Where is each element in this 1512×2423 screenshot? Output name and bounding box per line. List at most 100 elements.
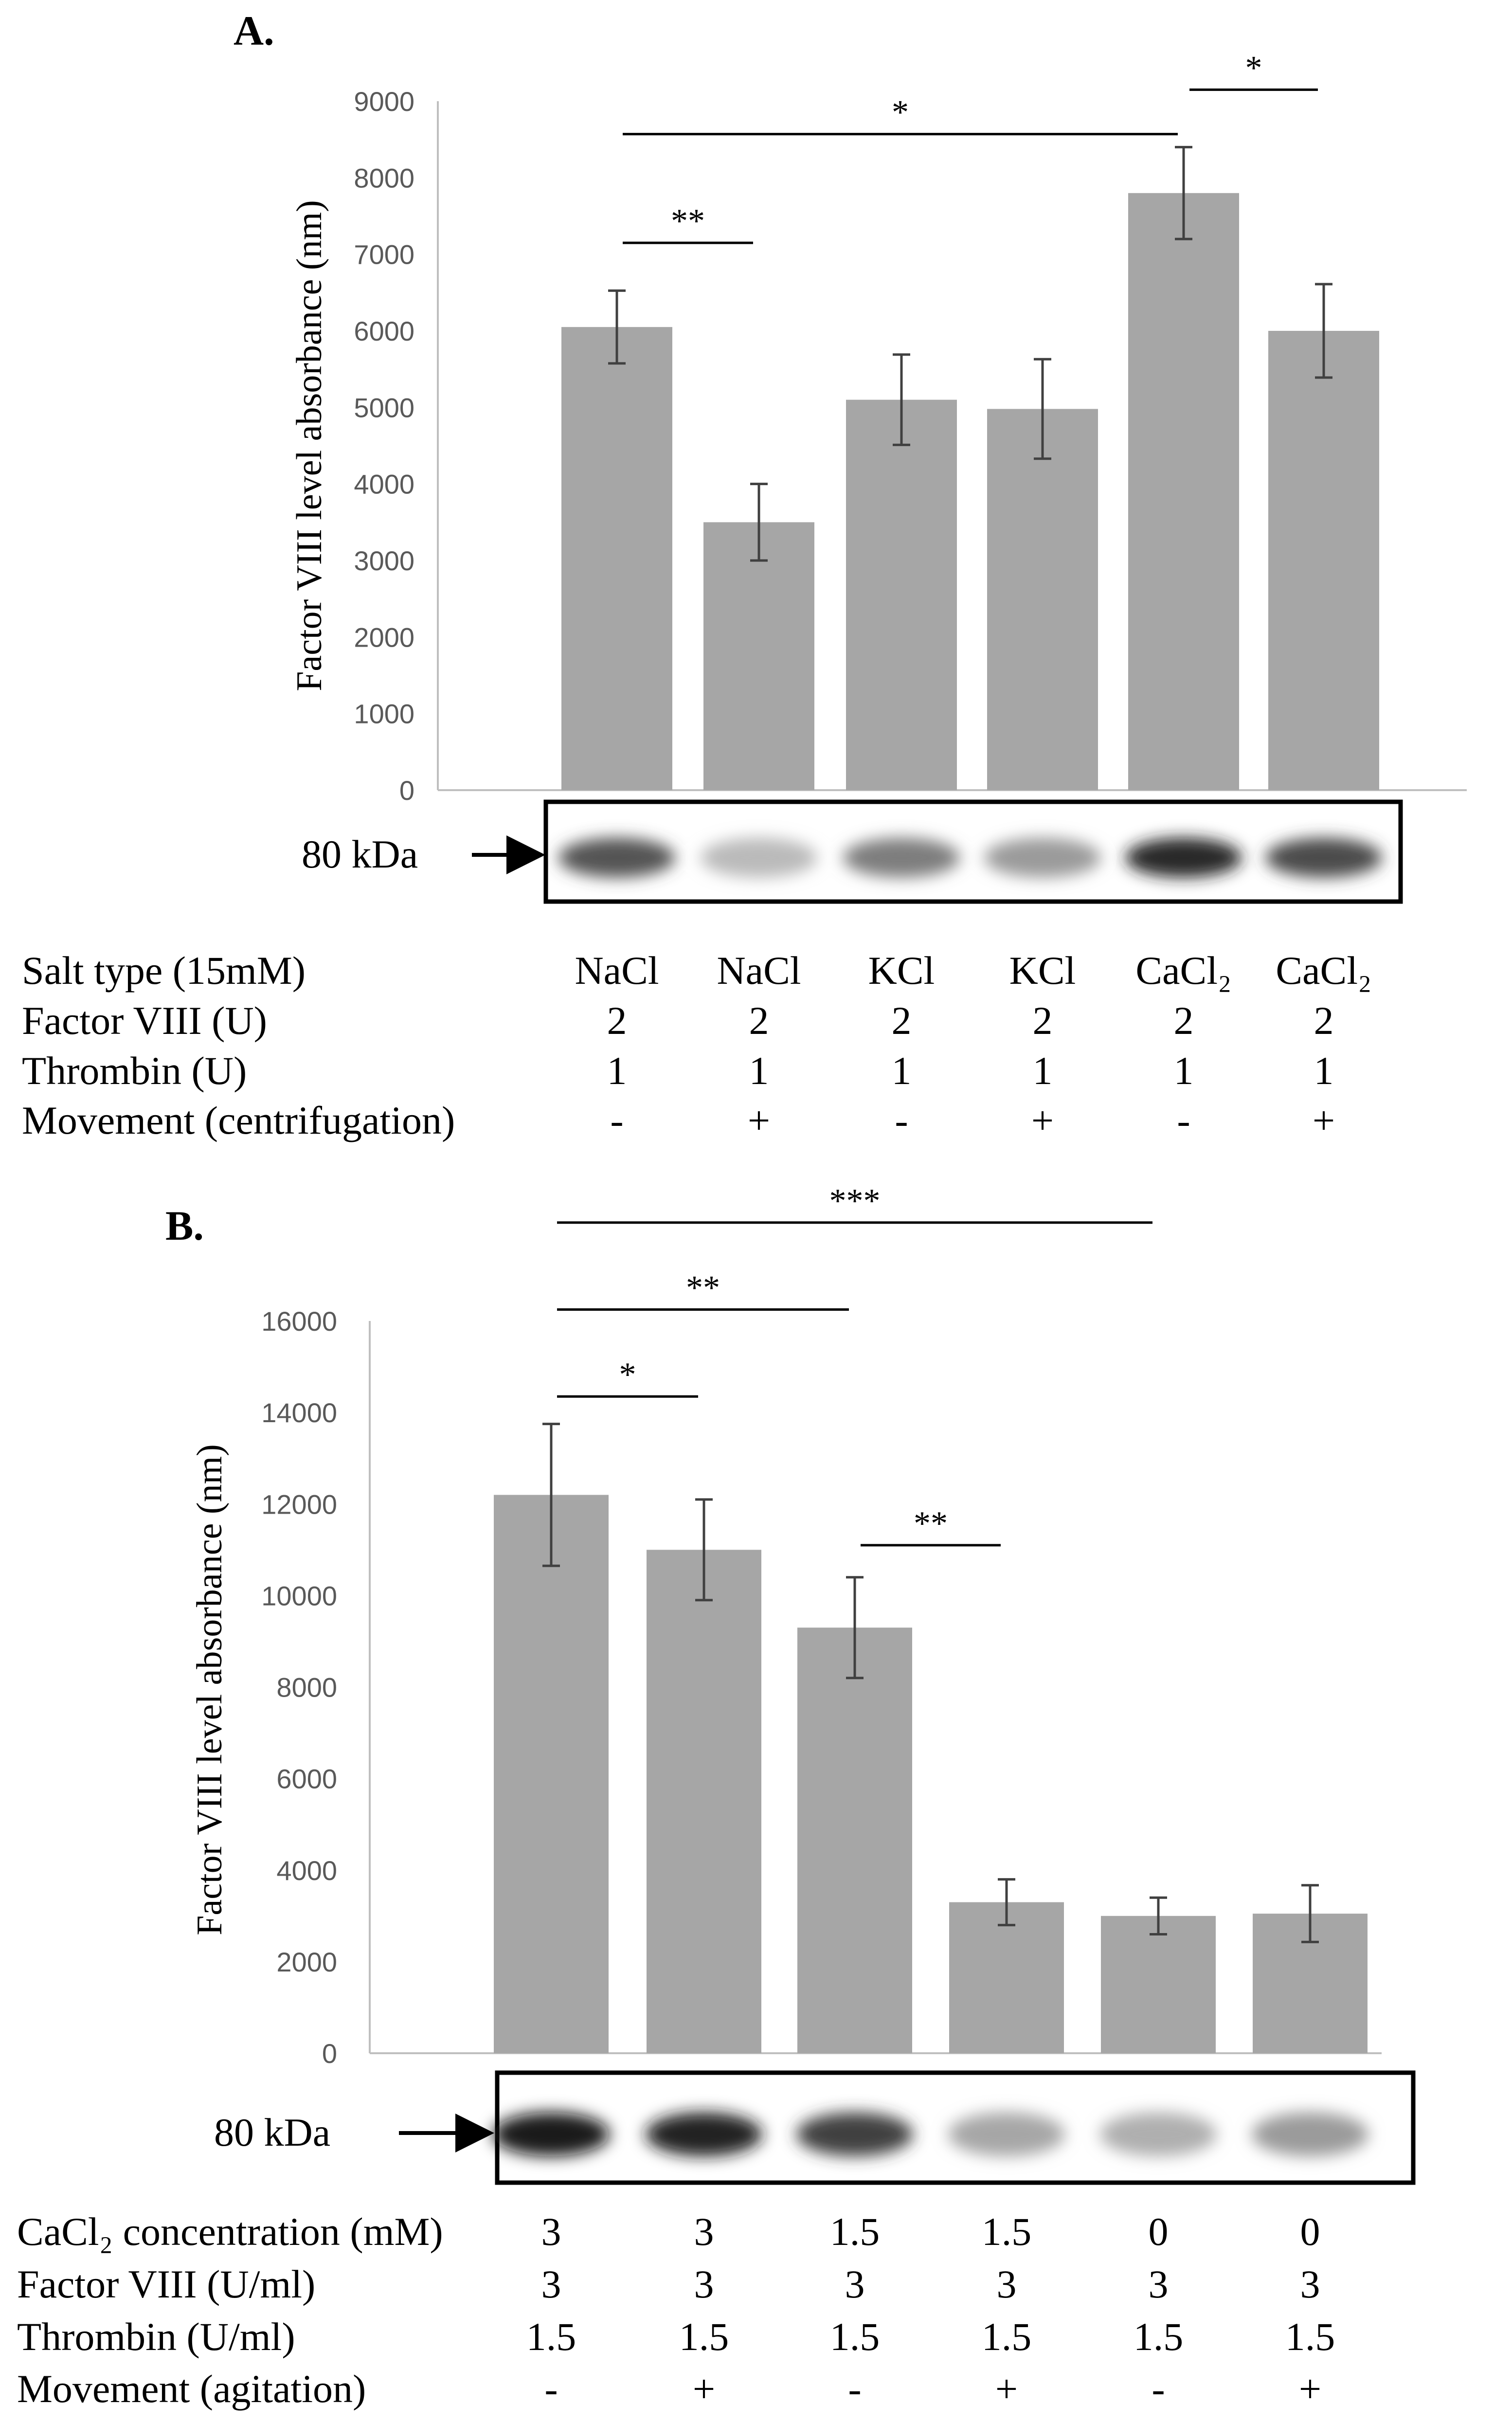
significance-marker: * <box>1245 49 1262 87</box>
condition-value: + <box>995 2367 1018 2411</box>
bar <box>797 1627 912 2053</box>
blot-band <box>646 2112 762 2156</box>
y-tick-label: 4000 <box>354 469 414 500</box>
blot-band <box>1252 2112 1368 2156</box>
panel-b: B. 0 2000 4000 6000 8000 10000 12000 14000 16000 F… <box>17 1182 1416 2411</box>
condition-value: - <box>1152 2367 1165 2411</box>
condition-value: - <box>848 2367 861 2411</box>
condition-value: 1.5 <box>526 2315 576 2359</box>
condition-value: 1.5 <box>982 2209 1032 2254</box>
y-tick-label: 8000 <box>276 1672 337 1703</box>
significance-marker: ** <box>914 1505 948 1542</box>
condition-value: 1.5 <box>679 2315 729 2359</box>
panel-letter: B. <box>165 1202 204 1249</box>
y-tick-label: 5000 <box>354 392 414 423</box>
condition-row-label: Salt type (15mM) <box>22 948 306 993</box>
significance-marker: ** <box>671 202 705 240</box>
condition-value: 1.5 <box>830 2209 880 2254</box>
condition-value: 3 <box>694 2209 714 2254</box>
condition-row-label: Factor VIII (U/ml) <box>17 2262 315 2306</box>
bar <box>1101 1916 1216 2053</box>
condition-value: 1 <box>607 1049 627 1093</box>
blot-band <box>1125 837 1242 878</box>
y-tick-label: 6000 <box>354 316 414 346</box>
panel-a: A. 0 1000 2000 3000 4000 5000 6000 7000 8000 9000 F… <box>22 7 1467 1142</box>
condition-value: 2 <box>1174 998 1194 1043</box>
condition-value: 1.5 <box>982 2315 1032 2359</box>
condition-value: 3 <box>1149 2262 1169 2306</box>
blot-band <box>984 837 1101 878</box>
condition-value: 3 <box>694 2262 714 2306</box>
condition-value: CaCl₂ <box>1135 948 1231 993</box>
condition-value: 3 <box>997 2262 1017 2306</box>
condition-value: + <box>1313 1098 1335 1142</box>
condition-value: 1 <box>749 1049 769 1093</box>
significance-marker: * <box>892 94 909 131</box>
blot-band <box>1265 837 1382 878</box>
blot-band <box>796 2112 913 2156</box>
y-axis-title: Factor VIII level absorbance (nm) <box>190 1444 230 1935</box>
condition-value: 1.5 <box>1134 2315 1184 2359</box>
y-tick-label: 10000 <box>261 1580 337 1611</box>
blot-bands <box>493 2112 1368 2156</box>
blot-size-label: 80 kDa <box>214 2110 330 2154</box>
blot-band <box>558 837 675 878</box>
condition-value: 1 <box>892 1049 912 1093</box>
condition-value: 1.5 <box>1285 2315 1335 2359</box>
bar <box>647 1550 761 2053</box>
condition-value: NaCl <box>717 948 801 993</box>
condition-value: + <box>748 1098 770 1142</box>
blot-band <box>701 837 817 878</box>
y-tick-label: 8000 <box>354 163 414 193</box>
condition-row-label: Movement (agitation) <box>17 2367 366 2411</box>
y-tick-label: 1000 <box>354 699 414 729</box>
y-tick-label: 7000 <box>354 239 414 270</box>
y-tick-label: 0 <box>322 2038 337 2069</box>
condition-value: NaCl <box>575 948 659 993</box>
y-tick-label: 14000 <box>261 1397 337 1428</box>
blot-band <box>843 837 960 878</box>
condition-value: + <box>1031 1098 1054 1142</box>
panel-letter: A. <box>234 7 274 54</box>
condition-value: - <box>1177 1098 1190 1142</box>
bar <box>1268 331 1379 790</box>
y-tick-label: 9000 <box>354 86 414 117</box>
condition-value: KCl <box>868 948 935 993</box>
condition-value: - <box>895 1098 908 1142</box>
bar <box>987 409 1098 790</box>
condition-value: 2 <box>892 998 912 1043</box>
condition-value: + <box>693 2367 715 2411</box>
condition-row-label: Thrombin (U) <box>22 1049 247 1093</box>
condition-value: KCl <box>1009 948 1076 993</box>
condition-row-label: Movement (centrifugation) <box>22 1098 455 1142</box>
bar <box>494 1495 609 2053</box>
bar <box>561 327 672 790</box>
condition-value: + <box>1299 2367 1321 2411</box>
blot-bands <box>558 837 1382 878</box>
y-tick-label: 6000 <box>276 1764 337 1794</box>
condition-value: 2 <box>1033 998 1053 1043</box>
condition-value: 2 <box>749 998 769 1043</box>
condition-value: 3 <box>1300 2262 1320 2306</box>
blot-band <box>1100 2112 1217 2156</box>
y-axis-title: Factor VIII level absorbance (nm) <box>289 200 329 691</box>
condition-row-label: CaCl₂ concentration (mM) <box>17 2209 443 2254</box>
y-tick-label: 4000 <box>276 1855 337 1886</box>
condition-value: 1 <box>1314 1049 1334 1093</box>
condition-row-label: Factor VIII (U) <box>22 998 267 1043</box>
condition-value: - <box>610 1098 623 1142</box>
bar <box>1128 193 1239 790</box>
y-tick-label: 12000 <box>261 1489 337 1519</box>
y-tick-label: 2000 <box>354 622 414 652</box>
condition-row-label: Thrombin (U/ml) <box>17 2315 295 2359</box>
condition-value: 3 <box>541 2209 561 2254</box>
bar <box>703 522 814 790</box>
significance-marker: * <box>619 1356 636 1393</box>
y-tick-label: 0 <box>399 775 414 806</box>
significance-marker: *** <box>829 1182 881 1220</box>
condition-value: 3 <box>541 2262 561 2306</box>
bar <box>846 399 957 790</box>
condition-value: - <box>544 2367 558 2411</box>
condition-value: CaCl₂ <box>1276 948 1371 993</box>
y-tick-label: 3000 <box>354 545 414 576</box>
